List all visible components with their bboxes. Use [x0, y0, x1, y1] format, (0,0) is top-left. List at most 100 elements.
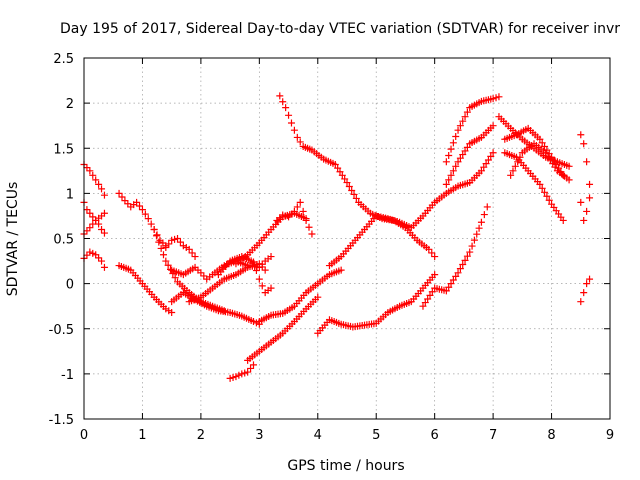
data-point — [463, 252, 471, 260]
data-point — [452, 272, 460, 280]
data-point — [495, 93, 503, 101]
data-point — [507, 171, 515, 179]
data-point — [152, 232, 160, 240]
data-point — [431, 271, 439, 279]
y-tick-label: 2 — [66, 97, 74, 112]
data-point — [586, 180, 594, 188]
data-point — [483, 203, 491, 211]
data-point — [276, 92, 284, 100]
data-point — [580, 289, 588, 297]
data-point — [164, 261, 172, 269]
data-point — [83, 206, 91, 214]
data-point — [454, 269, 462, 277]
data-point — [267, 253, 275, 261]
data-point — [449, 276, 457, 284]
data-point — [516, 153, 524, 161]
data-point — [482, 160, 490, 168]
data-point — [577, 298, 585, 306]
y-tick-label: 0 — [66, 278, 74, 293]
data-point — [293, 133, 301, 141]
data-point — [449, 167, 457, 175]
y-tick-label: -1 — [61, 368, 74, 383]
data-point — [541, 188, 549, 196]
data-point — [538, 139, 546, 147]
y-tick-label: -0.5 — [49, 323, 74, 338]
data-point — [480, 211, 488, 219]
data-point — [452, 162, 460, 170]
data-point — [345, 183, 353, 191]
data-point — [511, 162, 519, 170]
data-point — [191, 253, 199, 261]
data-point — [159, 251, 167, 259]
x-tick-label: 9 — [606, 428, 614, 443]
data-point — [473, 230, 481, 238]
y-tick-label: -1.5 — [49, 413, 74, 428]
data-point — [421, 299, 429, 307]
data-point — [487, 152, 495, 160]
data-point — [350, 190, 358, 198]
data-point — [425, 245, 433, 253]
data-point — [428, 249, 436, 257]
data-point — [445, 283, 453, 291]
data-point — [348, 186, 356, 194]
data-point — [454, 158, 462, 166]
data-point — [546, 156, 554, 164]
x-tick-label: 4 — [314, 428, 322, 443]
data-point — [461, 113, 469, 121]
data-point — [463, 143, 471, 151]
data-point — [459, 117, 467, 125]
data-point — [586, 194, 594, 202]
x-tick-label: 7 — [489, 428, 497, 443]
data-point — [445, 151, 453, 159]
data-point — [463, 108, 471, 116]
data-point — [456, 154, 464, 162]
data-point — [89, 220, 97, 228]
y-tick-label: 2.5 — [53, 52, 74, 67]
axis-ticks: 0 1 2 3 4 5 6 7 8 9 -1.5 -1 -0.5 0 0.5 1 1.5 2 2.5 — [49, 52, 615, 443]
data-point — [343, 179, 351, 187]
data-point — [293, 203, 301, 211]
data-point — [447, 280, 455, 288]
data-point — [452, 133, 460, 141]
data-point — [247, 364, 255, 372]
data-point — [100, 229, 108, 237]
data-point — [100, 209, 108, 217]
data-point — [267, 284, 275, 292]
data-point — [287, 119, 295, 127]
data-point — [308, 230, 316, 238]
data-point — [174, 235, 182, 242]
data-point — [98, 225, 106, 233]
data-point — [136, 202, 144, 210]
data-point — [466, 248, 474, 256]
data-point — [157, 244, 165, 252]
data-point — [296, 198, 304, 206]
data-point — [459, 260, 467, 268]
data-point — [428, 288, 436, 296]
data-point — [509, 167, 517, 175]
data-point — [549, 160, 557, 168]
data-point — [138, 206, 146, 214]
data-points — [80, 92, 594, 382]
data-point — [261, 266, 269, 274]
data-point — [536, 135, 544, 143]
data-point — [279, 98, 287, 106]
x-tick-label: 5 — [372, 428, 380, 443]
data-point — [176, 238, 184, 246]
y-axis-label: SDTVAR / TECUs — [5, 182, 21, 297]
data-point — [541, 142, 549, 150]
data-point — [150, 225, 158, 233]
x-tick-label: 0 — [80, 428, 88, 443]
data-point — [338, 171, 346, 179]
data-point — [92, 176, 100, 184]
data-point — [454, 126, 462, 134]
data-point — [249, 361, 257, 369]
data-point — [144, 215, 152, 223]
y-tick-label: 0.5 — [53, 233, 74, 248]
data-point — [290, 126, 298, 134]
data-point — [489, 122, 497, 130]
data-point — [565, 176, 573, 184]
data-point — [100, 263, 108, 271]
data-point — [165, 240, 173, 248]
